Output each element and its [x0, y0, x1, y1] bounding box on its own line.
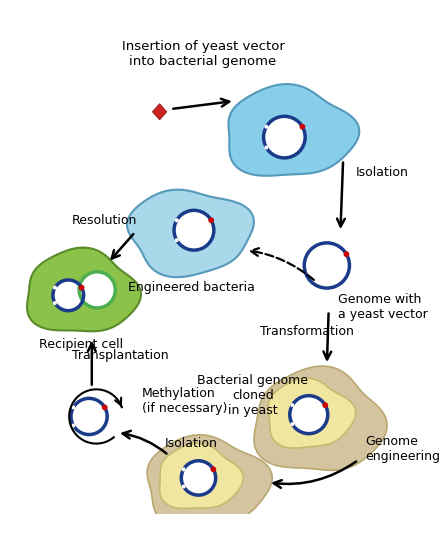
Circle shape [53, 301, 57, 305]
Circle shape [71, 399, 107, 435]
Circle shape [174, 211, 214, 250]
Circle shape [182, 467, 186, 471]
Text: Methylation
(if necessary): Methylation (if necessary) [141, 387, 227, 415]
Text: Genome with
a yeast vector: Genome with a yeast vector [338, 293, 427, 321]
Polygon shape [27, 248, 141, 332]
Text: Genome
engineering: Genome engineering [365, 435, 440, 463]
Circle shape [304, 243, 350, 288]
Circle shape [343, 251, 349, 257]
Text: Recipient cell: Recipient cell [39, 338, 123, 351]
Circle shape [182, 461, 216, 495]
Circle shape [299, 124, 305, 130]
Circle shape [322, 402, 328, 408]
Text: Bacterial genome
cloned
in yeast: Bacterial genome cloned in yeast [197, 374, 308, 417]
Circle shape [53, 286, 57, 289]
Circle shape [78, 285, 84, 291]
Circle shape [264, 145, 268, 150]
Circle shape [290, 396, 328, 434]
Circle shape [208, 218, 214, 223]
Circle shape [264, 125, 268, 129]
Circle shape [182, 484, 186, 489]
Polygon shape [228, 84, 359, 176]
Circle shape [79, 272, 116, 308]
Text: Isolation: Isolation [165, 437, 218, 450]
Circle shape [71, 423, 75, 428]
Circle shape [290, 422, 294, 426]
Polygon shape [160, 443, 244, 509]
Circle shape [175, 238, 179, 242]
Text: Transformation: Transformation [260, 325, 354, 338]
Polygon shape [153, 104, 167, 120]
Polygon shape [147, 435, 272, 528]
Circle shape [290, 403, 294, 407]
Circle shape [71, 406, 75, 409]
Text: Engineered bacteria: Engineered bacteria [128, 281, 255, 294]
Polygon shape [127, 190, 254, 277]
Circle shape [102, 404, 107, 410]
Circle shape [53, 280, 84, 310]
Text: Isolation: Isolation [356, 166, 409, 179]
Circle shape [175, 218, 179, 222]
Polygon shape [254, 366, 387, 470]
Polygon shape [268, 378, 356, 448]
Text: Insertion of yeast vector
into bacterial genome: Insertion of yeast vector into bacterial… [122, 40, 285, 69]
Text: Transplantation: Transplantation [72, 349, 169, 362]
Circle shape [211, 467, 216, 472]
Circle shape [264, 116, 305, 158]
Text: Resolution: Resolution [72, 214, 137, 227]
